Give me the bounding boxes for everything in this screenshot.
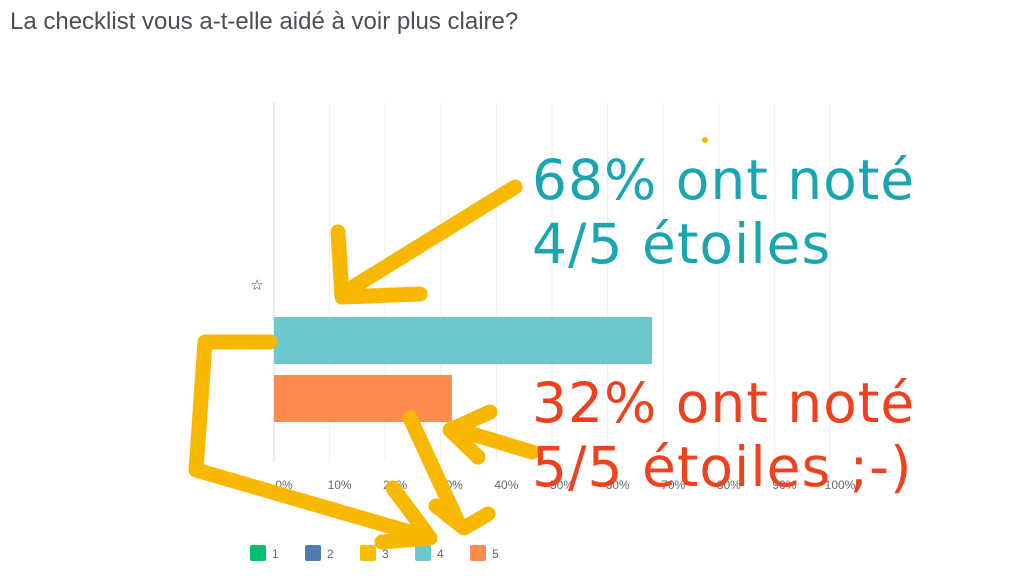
legend-swatch-1 (250, 545, 266, 561)
annotation-red-line2: 5/5 étoiles ;-) (532, 435, 913, 499)
arrow-head-legend-4 (374, 480, 438, 550)
decorative-dot (702, 137, 708, 143)
x-tick-label: 90% (772, 478, 796, 492)
star-icon: ☆ (250, 276, 263, 294)
x-tick-label: 50% (550, 478, 574, 492)
annotation-teal-line2: 4/5 étoiles (532, 212, 832, 276)
arrow-head-legend-5 (428, 498, 496, 536)
legend-swatch-5 (470, 545, 486, 561)
annotation-teal-line1: 68% ont noté (532, 148, 916, 212)
arrow-shaft-legend-4 (188, 334, 428, 543)
annotation-32-percent: 32% ont noté 5/5 étoiles ;-) (532, 371, 915, 499)
x-tick-label: 40% (494, 478, 518, 492)
legend-swatch-2 (305, 545, 321, 561)
legend-label-3: 3 (382, 547, 389, 561)
bar-5 (274, 375, 452, 422)
x-tick-label: 10% (328, 478, 352, 492)
annotation-68-percent: 68% ont noté 4/5 étoiles (532, 148, 915, 276)
chart-legend: 1 2 3 4 5 (250, 545, 499, 561)
bar-4 (274, 317, 653, 364)
arrow-head-orange (442, 404, 498, 465)
legend-label-5: 5 (492, 547, 499, 561)
x-tick-label: 80% (717, 478, 741, 492)
x-tick-label: 100% (825, 478, 856, 492)
x-tick-label: 70% (661, 478, 685, 492)
chart-bars (274, 317, 653, 422)
arrow-head-teal (330, 224, 428, 305)
legend-label-1: 1 (272, 547, 279, 561)
arrow-shaft-legend-5 (402, 410, 466, 530)
legend-swatch-3 (360, 545, 376, 561)
arrow-shaft-orange (444, 420, 540, 460)
annotation-arrows (188, 137, 708, 550)
x-tick-label: 60% (606, 478, 630, 492)
legend-label-4: 4 (437, 547, 444, 561)
chart-grid: ☆ (250, 102, 831, 462)
question-title: La checklist vous a-t-elle aidé à voir p… (10, 8, 519, 35)
legend-swatch-4 (415, 545, 431, 561)
arrow-shaft-teal (337, 179, 523, 300)
annotation-red-line1: 32% ont noté (532, 371, 916, 435)
legend-label-2: 2 (327, 547, 334, 561)
